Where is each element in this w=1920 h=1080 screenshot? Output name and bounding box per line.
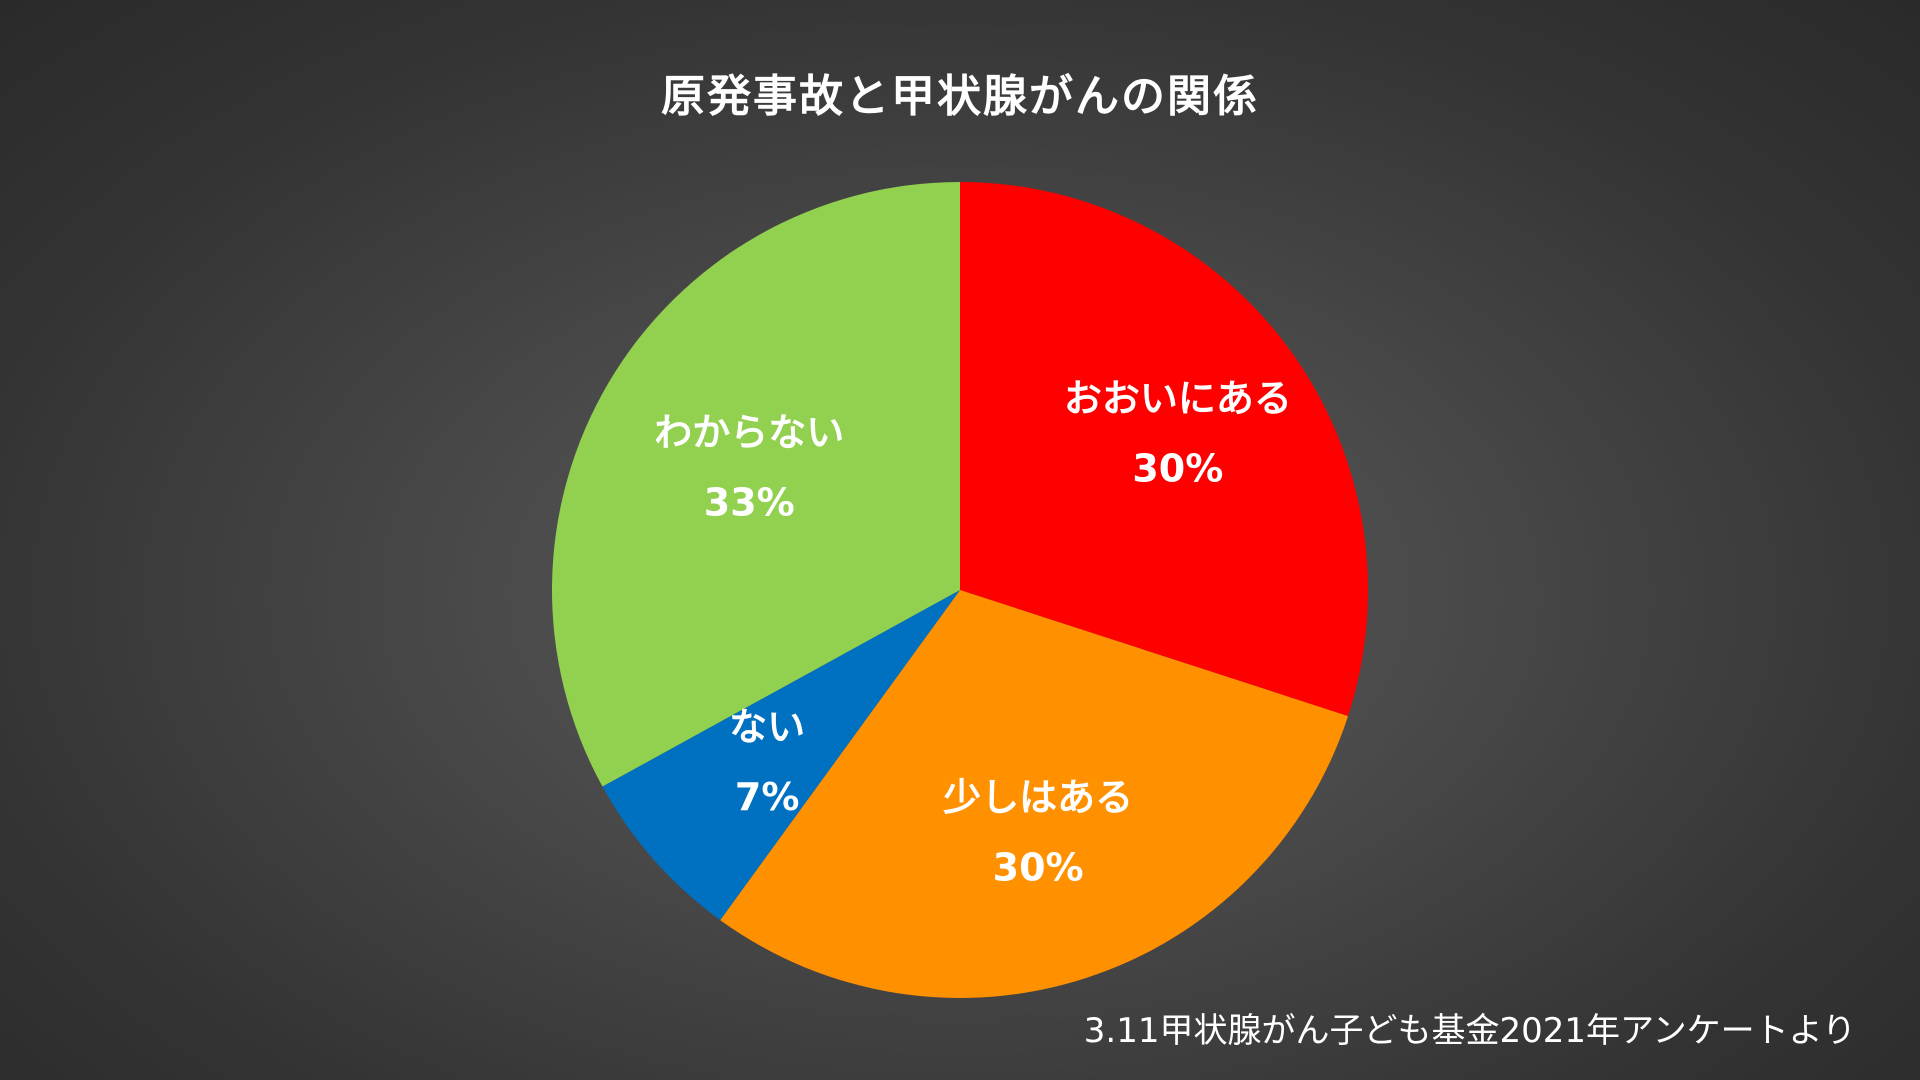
slice-value-3: 7% [735,775,800,819]
slice-label-3: ない [729,705,805,749]
chart-title: 原発事故と甲状腺がんの関係 [661,71,1259,122]
pie-slice-2 [720,590,1349,999]
pie-slice-1 [960,182,1368,717]
source-note: 3.11甲状腺がん子ども基金2021年アンケートより [1083,1011,1856,1051]
slice-label-1: おおいにある [1064,377,1292,421]
slice-label-4: わからない [654,410,844,454]
slice-label-2: 少しはある [943,776,1133,820]
pie-slice-3 [602,590,960,921]
slice-value-4: 33% [704,480,795,524]
slice-value-1: 30% [1132,447,1223,491]
pie-labels: おおいにある 30% 少しはある 30% ない 7% わからない 33% [654,377,1292,890]
pie-slices [551,182,1368,999]
pie-slice-4 [551,182,960,787]
slice-value-2: 30% [993,846,1084,890]
